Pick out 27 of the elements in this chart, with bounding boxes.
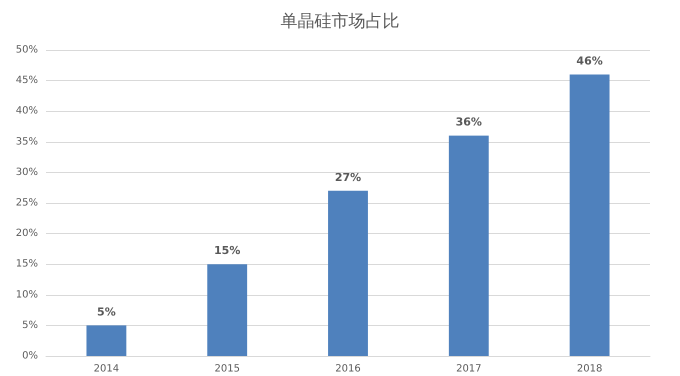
x-tick-label: 2016 [335, 364, 361, 374]
y-tick-label: 20% [16, 228, 38, 240]
bar [328, 190, 368, 356]
y-tick-label: 45% [16, 75, 38, 86]
bar [86, 325, 126, 356]
data-label: 46% [576, 54, 603, 68]
x-tick-label: 2014 [94, 364, 120, 374]
data-label: 36% [456, 116, 482, 129]
data-label: 27% [334, 170, 362, 184]
y-tick-label: 5% [22, 320, 38, 331]
y-tick-label: 50% [16, 44, 38, 56]
data-label: 15% [214, 244, 240, 258]
y-tick-label: 15% [16, 258, 38, 270]
data-label: 5% [97, 305, 116, 318]
chart-title: 单晶硅市场占比 [280, 12, 400, 32]
y-tick-label: 10% [16, 289, 38, 300]
x-tick-label: 2017 [456, 364, 482, 374]
bar [448, 136, 489, 356]
y-tick-label: 40% [16, 106, 38, 117]
bar [207, 264, 248, 356]
y-tick-label: 0% [22, 350, 38, 362]
x-tick-label: 2018 [576, 364, 602, 374]
bar [570, 74, 610, 356]
y-tick-label: 30% [16, 166, 38, 178]
y-tick-label: 25% [16, 198, 38, 208]
y-tick-label: 35% [16, 136, 38, 148]
x-tick-label: 2015 [214, 364, 240, 374]
